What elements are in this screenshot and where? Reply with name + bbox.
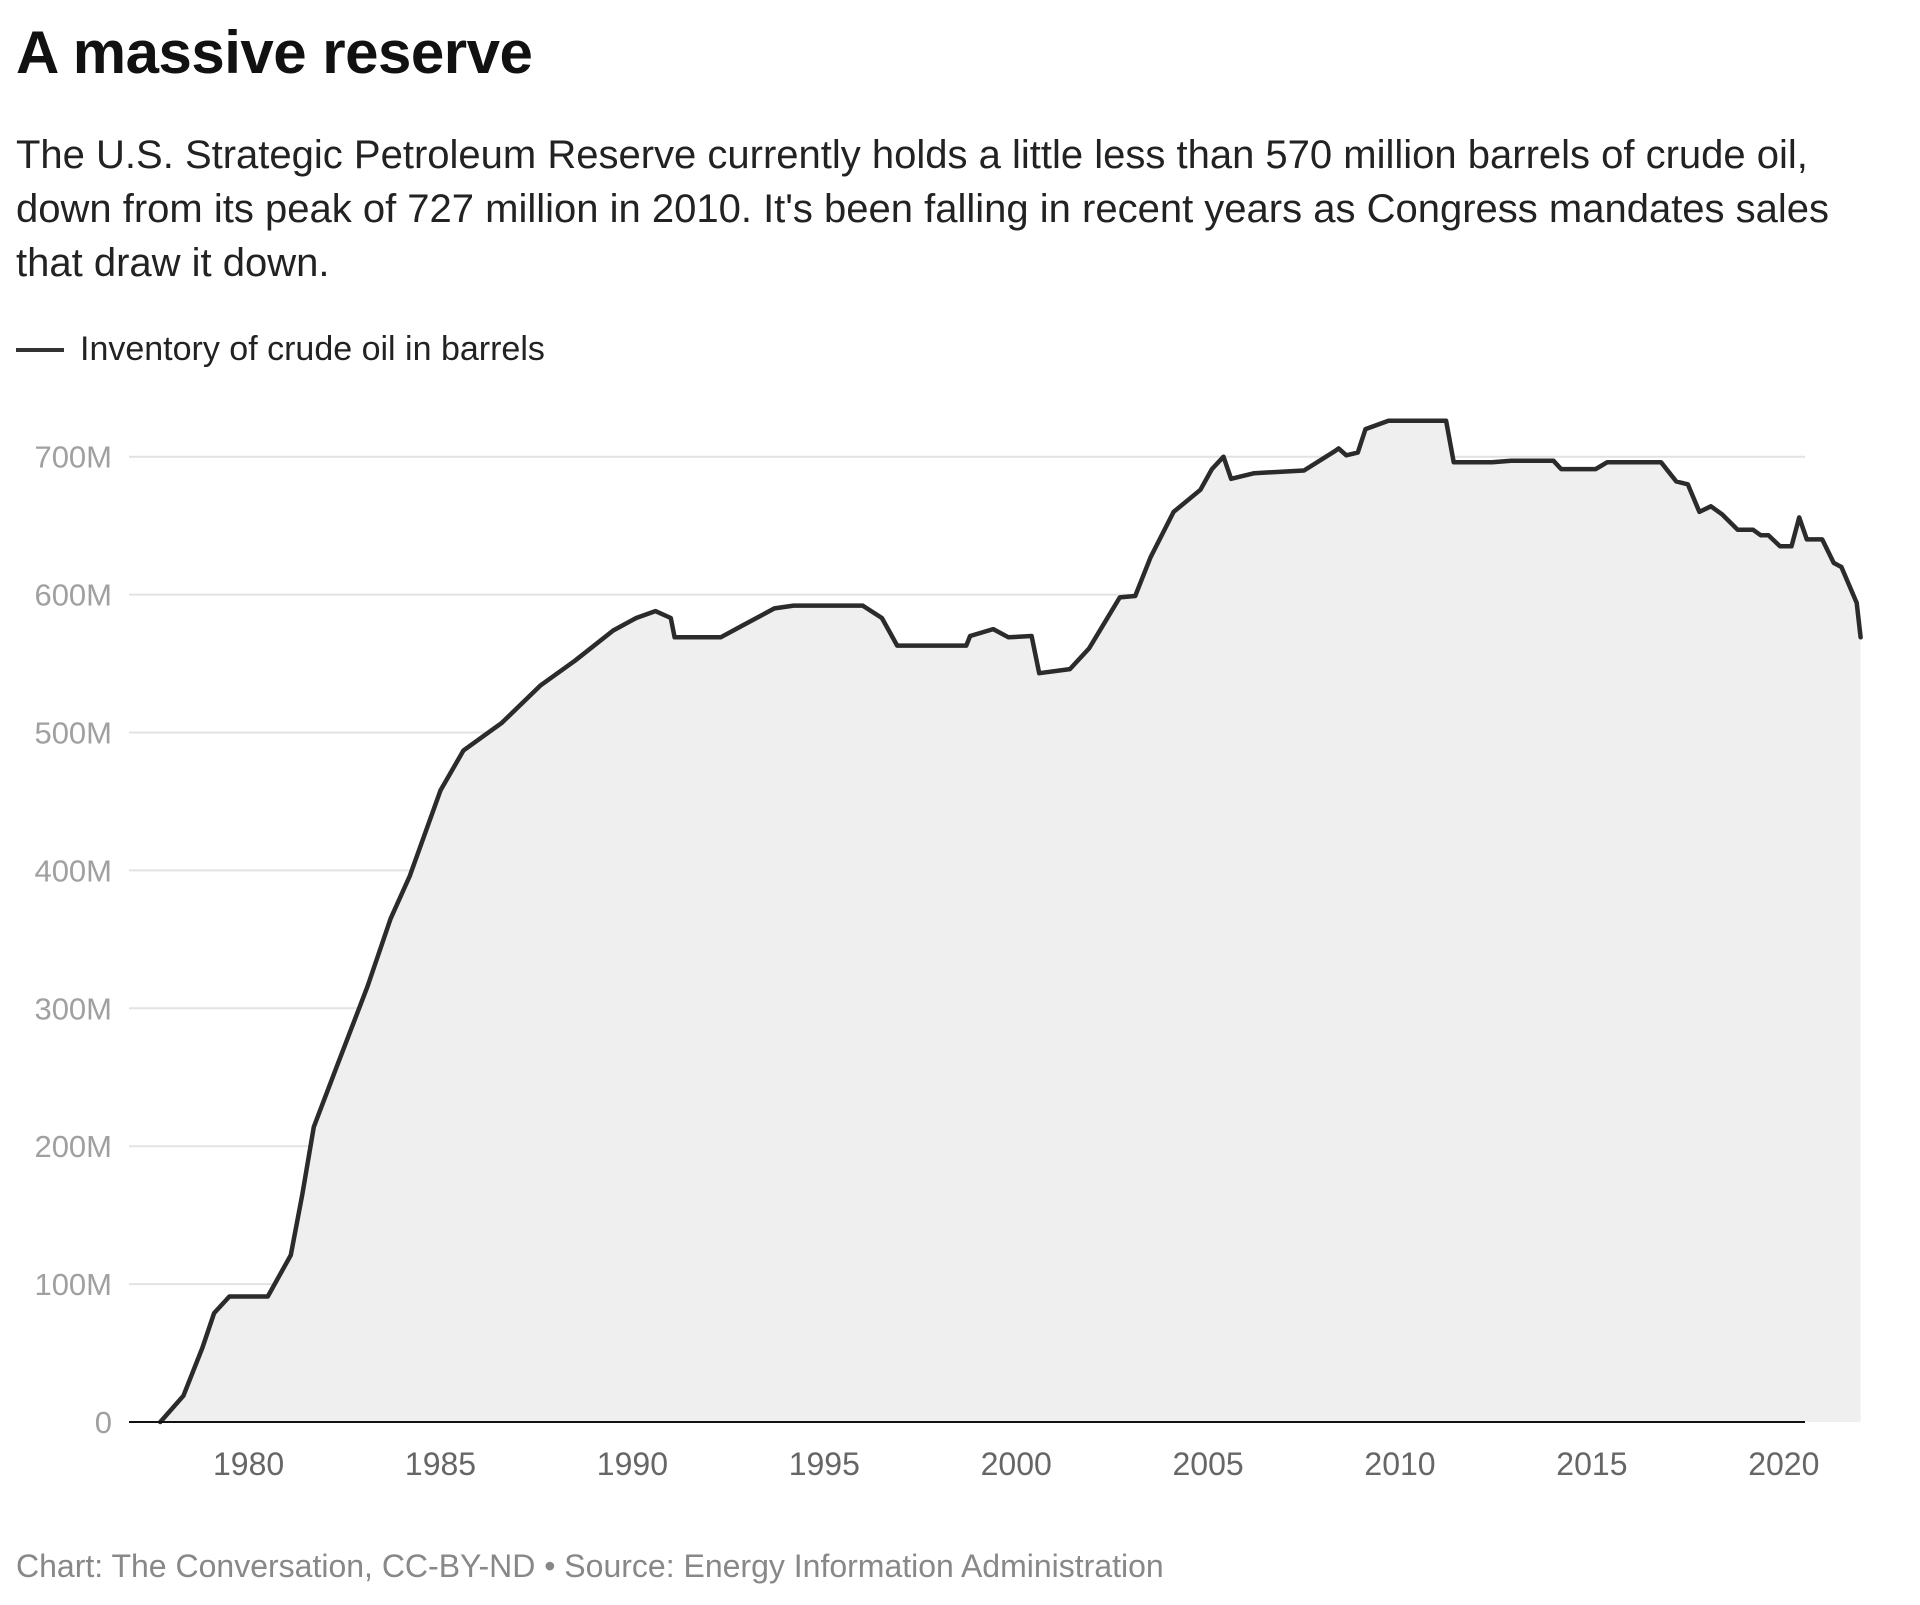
x-tick-label: 2015	[1556, 1446, 1627, 1482]
x-tick-label: 2005	[1173, 1446, 1244, 1482]
chart-subtitle: The U.S. Strategic Petroleum Reserve cur…	[16, 133, 1830, 285]
y-tick-label: 600M	[34, 578, 112, 613]
y-tick-label: 200M	[34, 1129, 112, 1164]
y-tick-label: 0	[95, 1405, 112, 1440]
x-tick-label: 1980	[213, 1446, 284, 1482]
x-tick-label: 2000	[981, 1446, 1052, 1482]
y-tick-label: 700M	[34, 440, 112, 475]
y-tick-label: 300M	[34, 991, 112, 1026]
chart-title: A massive reserve	[16, 19, 533, 86]
y-tick-label: 400M	[34, 853, 112, 888]
legend: Inventory of crude oil in barrels	[16, 330, 545, 369]
legend-line-swatch	[16, 347, 64, 352]
y-tick-label: 500M	[34, 716, 112, 751]
series-line	[158, 418, 1863, 1425]
x-tick-label: 1995	[789, 1446, 860, 1482]
x-tick-label: 2010	[1364, 1446, 1435, 1482]
chart-source: Chart: The Conversation, CC-BY-ND • Sour…	[16, 1548, 1164, 1584]
x-tick-label: 2020	[1748, 1446, 1819, 1482]
y-tick-label: 100M	[34, 1267, 112, 1302]
x-tick-label: 1985	[405, 1446, 476, 1482]
legend-label: Inventory of crude oil in barrels	[80, 330, 545, 368]
area-fill	[160, 420, 1861, 1422]
x-tick-label: 1990	[597, 1446, 668, 1482]
